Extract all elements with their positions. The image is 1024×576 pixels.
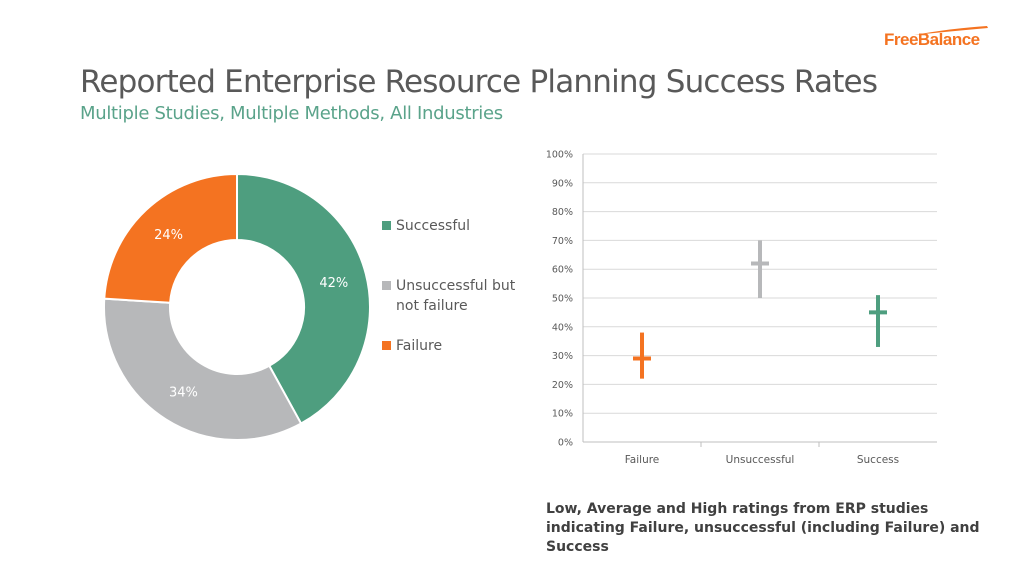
chart-caption: Low, Average and High ratings from ERP s… (546, 501, 980, 555)
logo-swoosh-icon (914, 26, 988, 35)
slice-data-label: 24% (154, 228, 183, 243)
y-tick-label: 50% (552, 294, 573, 305)
legend-swatch-failure (382, 341, 391, 350)
legend-label: Unsuccessful but not failure (396, 278, 516, 314)
freebalance-logo: FreeBalance (884, 26, 988, 52)
y-tick-label: 70% (552, 236, 573, 247)
logo-text: FreeBalance (884, 30, 980, 49)
slide-subtitle: Multiple Studies, Multiple Methods, All … (80, 103, 503, 124)
y-tick-label: 90% (552, 178, 573, 189)
y-tick-label: 0% (558, 438, 573, 449)
x-tick-label: Success (857, 454, 899, 466)
x-tick-label: Failure (625, 454, 660, 466)
legend-label: Failure (396, 338, 443, 354)
legend-swatch-unsuccessful (382, 281, 391, 290)
y-tick-label: 100% (546, 150, 573, 161)
x-tick-label: Unsuccessful (726, 454, 795, 466)
slide-title: Reported Enterprise Resource Planning Su… (80, 64, 878, 100)
legend-swatch-successful (382, 221, 391, 230)
legend-item-unsuccessful: Unsuccessful but not failure (382, 276, 521, 316)
slice-data-label: 34% (169, 385, 198, 400)
y-tick-label: 80% (552, 207, 573, 218)
y-tick-label: 60% (552, 265, 573, 276)
slice-successful (236, 172, 371, 425)
legend-item-successful: Successful (382, 216, 521, 236)
y-tick-label: 20% (552, 380, 573, 391)
slice-unsuccessful (103, 297, 303, 441)
y-tick-label: 30% (552, 351, 573, 362)
slice-failure (103, 172, 238, 304)
legend-label: Successful (396, 218, 471, 234)
slice-data-label: 42% (319, 276, 348, 291)
y-tick-label: 10% (552, 409, 573, 420)
legend-item-failure: Failure (382, 336, 521, 356)
y-tick-label: 40% (552, 322, 573, 333)
